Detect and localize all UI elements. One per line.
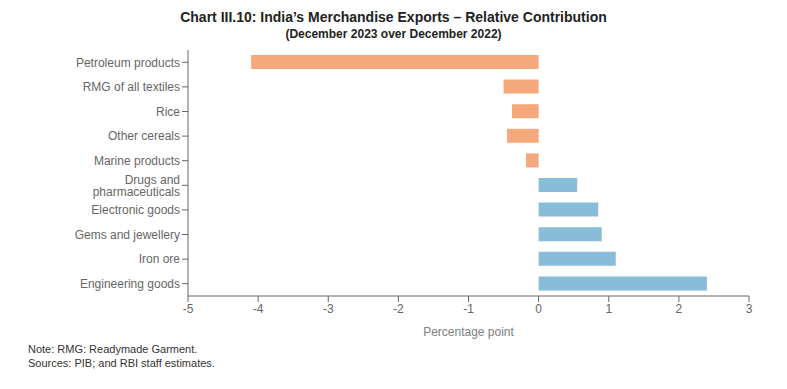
html-text:Sources: PIB; and RBI staff es: Sources: PIB; and RBI staff estimates. <box>28 357 215 369</box>
svg-text:2: 2 <box>676 302 683 316</box>
svg-text:Engineering goods: Engineering goods <box>80 277 180 291</box>
svg-text:Percentage point: Percentage point <box>423 325 514 339</box>
svg-text:Iron ore: Iron ore <box>139 252 181 266</box>
svg-text:-4: -4 <box>253 302 264 316</box>
svg-text:-2: -2 <box>393 302 404 316</box>
svg-text:1: 1 <box>605 302 612 316</box>
html-text:(December 2023 over December 2: (December 2023 over December 2022) <box>285 27 502 41</box>
svg-text:Drugs andpharmaceuticals: Drugs andpharmaceuticals <box>93 173 180 199</box>
svg-text:Other cereals: Other cereals <box>108 129 180 143</box>
svg-text:-1: -1 <box>463 302 474 316</box>
html-text:Chart III.10: India’s Merchand: Chart III.10: India’s Merchandise Export… <box>180 9 607 25</box>
svg-text:RMG of all textiles: RMG of all textiles <box>83 80 180 94</box>
svg-text:3: 3 <box>746 302 753 316</box>
svg-text:Rice: Rice <box>156 105 180 119</box>
svg-text:-5: -5 <box>183 302 194 316</box>
svg-text:Petroleum products: Petroleum products <box>76 56 180 70</box>
svg-text:Marine products: Marine products <box>94 154 180 168</box>
svg-text:-3: -3 <box>323 302 334 316</box>
svg-text:Gems and jewellery: Gems and jewellery <box>75 228 180 242</box>
html-text:Note: RMG: Readymade Garment.: Note: RMG: Readymade Garment. <box>28 343 198 355</box>
svg-text:Electronic goods: Electronic goods <box>91 203 180 217</box>
svg-text:0: 0 <box>535 302 542 316</box>
